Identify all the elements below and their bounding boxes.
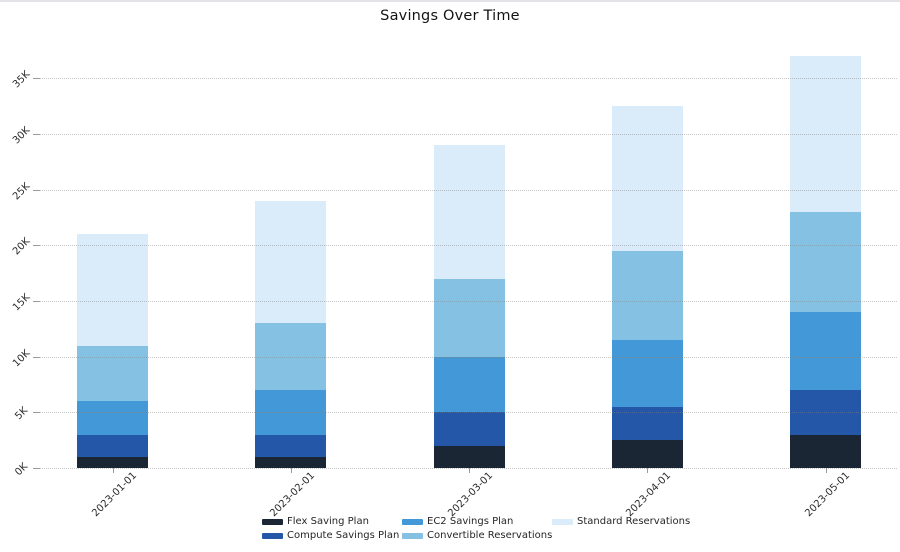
y-tick-label-text: 25K <box>10 180 33 203</box>
y-tick-label-35K: 35K <box>0 69 44 90</box>
bar-segment-2023-02-01-compute-savings-plan[interactable] <box>255 434 327 457</box>
x-axis-tick-2023-04-01 <box>647 468 649 473</box>
legend-item-compute-savings-plan[interactable]: Compute Savings Plan <box>262 530 399 542</box>
gridline-5K <box>40 412 897 414</box>
gridline-25K <box>40 189 897 191</box>
bar-segment-2023-03-01-standard-reservations[interactable] <box>433 145 505 279</box>
y-tick-label-5K: 5K <box>0 406 44 423</box>
y-axis-tick-0K <box>33 468 40 469</box>
legend-item-ec2-savings-plan[interactable]: EC2 Savings Plan <box>402 516 513 528</box>
bar-segment-2023-02-01-flex-saving-plan[interactable] <box>255 456 327 468</box>
x-tick-label-2023-05-01: 2023-05-01 <box>748 470 900 519</box>
y-axis-tick-30K <box>33 134 40 136</box>
bar-segment-2023-01-01-standard-reservations[interactable] <box>77 234 148 346</box>
gridline-10K <box>40 356 897 358</box>
x-axis-tick-2023-01-01 <box>112 468 114 473</box>
y-tick-label-text: 15K <box>10 291 33 314</box>
x-tick-label-2023-04-01: 2023-04-01 <box>569 470 729 519</box>
bar-segment-2023-05-01-ec2-savings-plan[interactable] <box>790 312 861 391</box>
gridline-35K <box>40 78 897 80</box>
legend-label: Flex Saving Plan <box>287 516 369 527</box>
y-axis-tick-20K <box>33 245 40 247</box>
bar-segment-2023-03-01-flex-saving-plan[interactable] <box>433 445 505 468</box>
legend-swatch-icon <box>552 519 573 525</box>
y-tick-label-10K: 10K <box>0 348 44 369</box>
y-axis-tick-5K <box>33 412 40 414</box>
bar-segment-2023-01-01-flex-saving-plan[interactable] <box>77 456 148 468</box>
y-axis-tick-10K <box>33 356 40 358</box>
bar-segment-2023-04-01-compute-savings-plan[interactable] <box>611 406 683 441</box>
legend-label: Compute Savings Plan <box>287 529 400 541</box>
legend-swatch-icon <box>262 519 283 525</box>
bar-segment-2023-02-01-standard-reservations[interactable] <box>255 200 327 324</box>
bar-segment-2023-05-01-flex-saving-plan[interactable] <box>790 434 861 468</box>
y-axis-tick-15K <box>33 301 40 303</box>
y-tick-label-text: 5K <box>13 405 31 423</box>
y-tick-label-text: 30K <box>10 125 33 147</box>
legend-swatch-icon <box>262 532 283 539</box>
bar-segment-2023-03-01-compute-savings-plan[interactable] <box>433 412 505 446</box>
y-tick-label-text: 10K <box>10 347 33 370</box>
bar-segment-2023-05-01-convertible-reservations[interactable] <box>790 212 861 313</box>
legend-label: Convertible Reservations <box>427 529 553 541</box>
legend-swatch-icon <box>402 532 423 539</box>
y-tick-label-15K: 15K <box>0 292 44 313</box>
bar-segment-2023-05-01-standard-reservations[interactable] <box>790 56 861 212</box>
y-axis-tick-25K <box>33 189 40 191</box>
y-tick-label-text: 35K <box>10 69 33 91</box>
bar-segment-2023-03-01-ec2-savings-plan[interactable] <box>433 356 505 413</box>
x-axis-tick-2023-02-01 <box>290 468 292 473</box>
bar-segment-2023-04-01-standard-reservations[interactable] <box>611 106 683 251</box>
bar-segment-2023-01-01-compute-savings-plan[interactable] <box>77 434 148 457</box>
bar-segment-2023-03-01-convertible-reservations[interactable] <box>433 278 505 357</box>
bar-segment-2023-05-01-compute-savings-plan[interactable] <box>790 390 861 435</box>
gridline-0K <box>40 468 897 469</box>
legend-item-flex-saving-plan[interactable]: Flex Saving Plan <box>262 516 369 528</box>
y-tick-label-0K: 0K <box>0 461 44 478</box>
y-axis-tick-35K <box>33 78 40 80</box>
legend-item-standard-reservations[interactable]: Standard Reservations <box>552 516 690 528</box>
chart-title: Savings Over Time <box>380 8 520 24</box>
legend-label: EC2 Savings Plan <box>427 516 514 527</box>
x-axis-tick-2023-05-01 <box>825 468 827 473</box>
bar-segment-2023-04-01-convertible-reservations[interactable] <box>611 250 683 340</box>
bar-segment-2023-04-01-flex-saving-plan[interactable] <box>611 440 683 468</box>
y-tick-label-text: 20K <box>10 236 33 258</box>
bar-segment-2023-01-01-convertible-reservations[interactable] <box>77 345 148 402</box>
y-tick-label-20K: 20K <box>0 236 44 257</box>
x-tick-label-2023-02-01: 2023-02-01 <box>213 470 373 519</box>
legend-swatch-icon <box>402 519 423 525</box>
y-tick-label-text: 0K <box>13 461 31 479</box>
legend-item-convertible-reservations[interactable]: Convertible Reservations <box>402 530 552 542</box>
y-tick-label-25K: 25K <box>0 181 44 202</box>
legend-label: Standard Reservations <box>577 516 691 527</box>
bar-segment-2023-01-01-ec2-savings-plan[interactable] <box>77 401 148 435</box>
bar-segment-2023-02-01-convertible-reservations[interactable] <box>255 323 327 391</box>
bar-segment-2023-04-01-ec2-savings-plan[interactable] <box>611 340 683 407</box>
x-tick-label-2023-03-01: 2023-03-01 <box>391 470 551 519</box>
y-tick-label-30K: 30K <box>0 125 44 146</box>
gridline-20K <box>40 245 897 247</box>
window-top-edge <box>0 0 900 2</box>
gridline-30K <box>40 134 897 136</box>
x-axis-tick-2023-03-01 <box>469 468 470 473</box>
bar-segment-2023-02-01-ec2-savings-plan[interactable] <box>255 390 327 435</box>
x-tick-label-2023-01-01: 2023-01-01 <box>35 470 195 519</box>
gridline-15K <box>40 301 897 303</box>
